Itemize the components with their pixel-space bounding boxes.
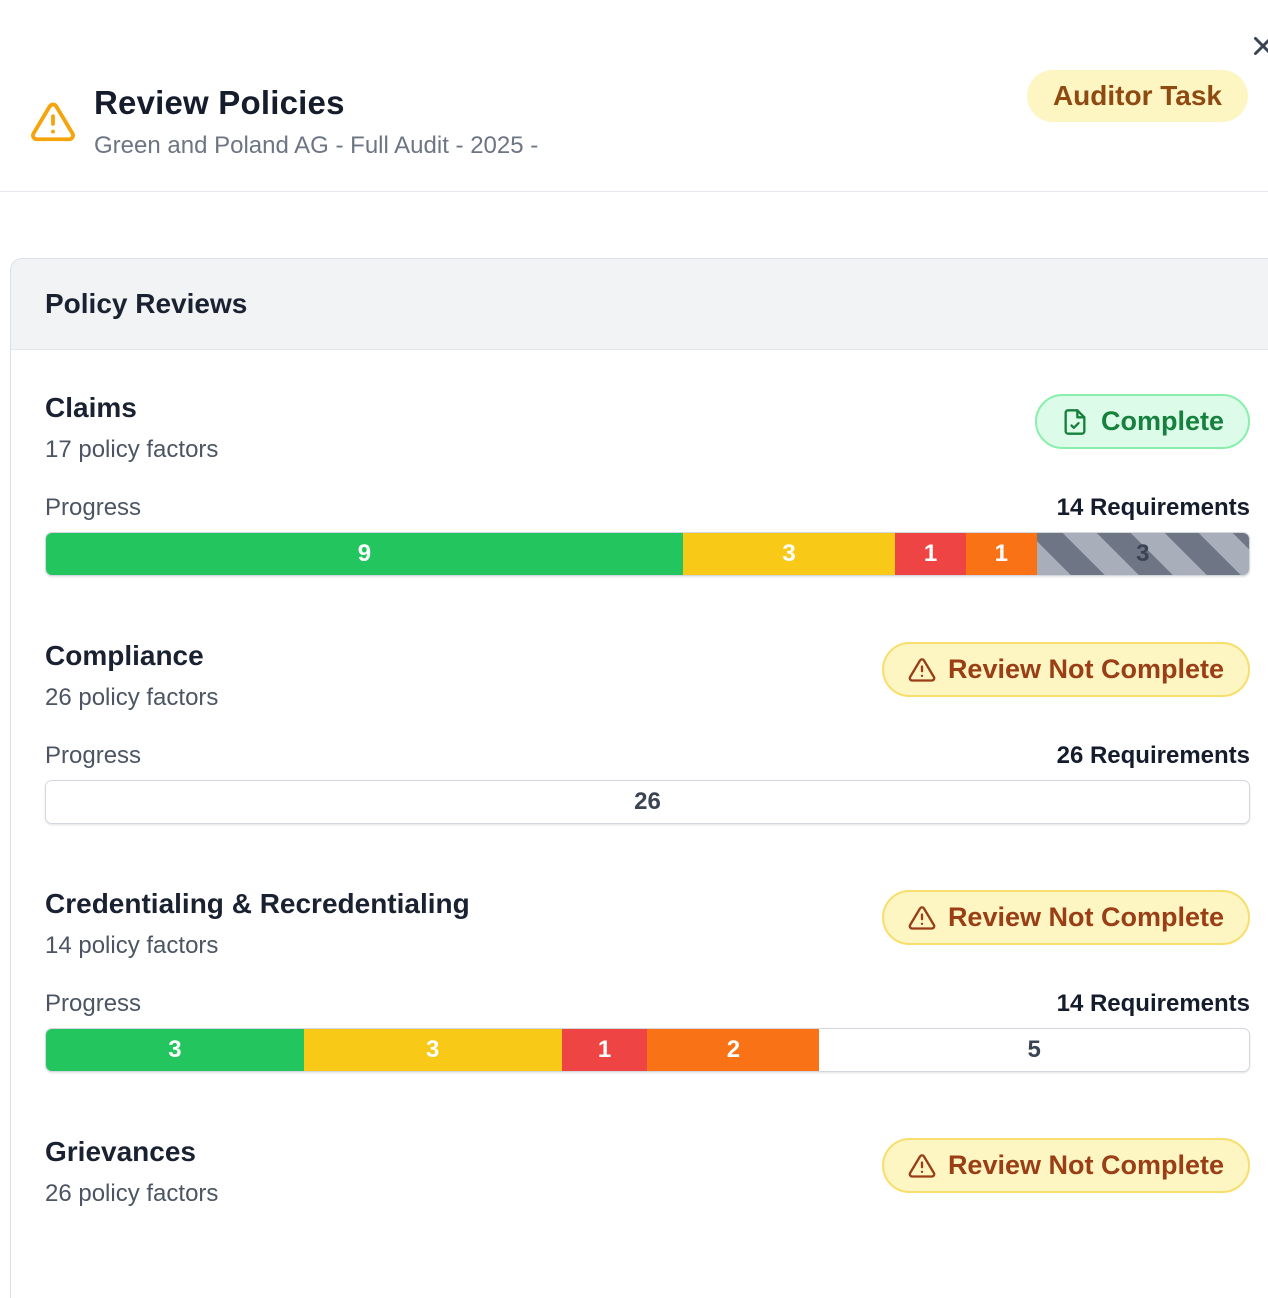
status-badge: Review Not Complete <box>881 1138 1250 1193</box>
policy-section: Compliance 26 policy factors Review Not … <box>45 640 1250 824</box>
policy-section: Credentialing & Recredentialing 14 polic… <box>45 888 1250 1072</box>
close-icon <box>1254 36 1268 55</box>
requirements-label: 14 Requirements <box>1056 990 1250 1017</box>
warning-icon <box>908 657 936 682</box>
section-factors: 26 policy factors <box>45 684 219 711</box>
section-text: Compliance 26 policy factors <box>45 640 218 712</box>
section-title: Compliance <box>45 640 204 671</box>
section-text: Grievances 26 policy factors <box>45 1136 218 1208</box>
card-header: Policy Reviews <box>11 259 1268 350</box>
section-head: Credentialing & Recredentialing 14 polic… <box>45 888 1250 960</box>
section-text: Claims 17 policy factors <box>45 392 218 464</box>
section-head: Grievances 26 policy factors Review Not … <box>45 1136 1250 1208</box>
requirements-label: 26 Requirements <box>1056 742 1250 769</box>
progress-label: Progress <box>45 494 142 521</box>
status-badge: Review Not Complete <box>881 642 1250 697</box>
file-check-icon <box>1064 408 1086 435</box>
progress-row: Progress 26 Requirements <box>45 742 1250 770</box>
page-title: Review Policies <box>94 83 345 121</box>
progress-label: Progress <box>45 742 142 769</box>
progress-segment-yellow: 3 <box>682 533 896 575</box>
status-badge: Review Not Complete <box>881 890 1250 945</box>
status-label: Review Not Complete <box>947 902 1224 932</box>
section-title: Grievances <box>45 1136 196 1167</box>
progress-segment-red: 1 <box>895 533 966 575</box>
close-button[interactable] <box>1246 30 1268 64</box>
section-title: Credentialing & Recredentialing <box>45 888 470 919</box>
warning-icon <box>908 1153 936 1178</box>
policy-section: Claims 17 policy factors Complete Pr <box>45 392 1250 576</box>
progress-segment-green: 3 <box>46 1029 304 1071</box>
progress-segment-yellow: 3 <box>303 1029 562 1071</box>
status-badge: Complete <box>1034 394 1250 449</box>
progress-block: Progress 26 Requirements 26 <box>45 742 1250 824</box>
section-factors: 17 policy factors <box>45 436 219 463</box>
auditor-task-badge: Auditor Task <box>1026 70 1248 122</box>
progress-bar: 26 <box>45 780 1250 824</box>
card-title: Policy Reviews <box>45 288 248 319</box>
progress-segment-empty: 5 <box>819 1029 1249 1071</box>
status-label: Complete <box>1100 406 1224 436</box>
section-factors: 26 policy factors <box>45 1180 219 1207</box>
progress-segment-empty: 26 <box>46 781 1249 823</box>
warning-triangle-icon <box>31 102 75 141</box>
title-block: Review Policies Green and Poland AG - Fu… <box>94 84 538 160</box>
progress-row: Progress 14 Requirements <box>45 990 1250 1018</box>
policy-reviews-card: Policy Reviews Claims 17 policy factors <box>10 258 1268 1298</box>
progress-segment-green: 9 <box>46 533 683 575</box>
section-head: Claims 17 policy factors Complete <box>45 392 1250 464</box>
status-label: Review Not Complete <box>947 1150 1224 1180</box>
page-subtitle: Green and Poland AG - Full Audit - 2025 … <box>94 131 539 159</box>
modal-header: Review Policies Green and Poland AG - Fu… <box>0 0 1268 192</box>
warning-icon <box>908 905 936 930</box>
policy-section: Grievances 26 policy factors Review Not … <box>45 1136 1250 1208</box>
progress-segment-striped: 3 <box>1036 533 1249 575</box>
section-head: Compliance 26 policy factors Review Not … <box>45 640 1250 712</box>
section-factors: 14 policy factors <box>45 932 219 959</box>
sections: Claims 17 policy factors Complete Pr <box>11 350 1268 1208</box>
status-label: Review Not Complete <box>947 654 1224 684</box>
progress-row: Progress 14 Requirements <box>45 494 1250 522</box>
progress-segment-orange: 2 <box>647 1029 820 1071</box>
section-title: Claims <box>45 392 137 423</box>
progress-segment-red: 1 <box>561 1029 648 1071</box>
progress-segment-orange: 1 <box>965 533 1037 575</box>
progress-label: Progress <box>45 990 142 1017</box>
requirements-label: 14 Requirements <box>1056 494 1250 521</box>
section-text: Credentialing & Recredentialing 14 polic… <box>45 888 470 960</box>
